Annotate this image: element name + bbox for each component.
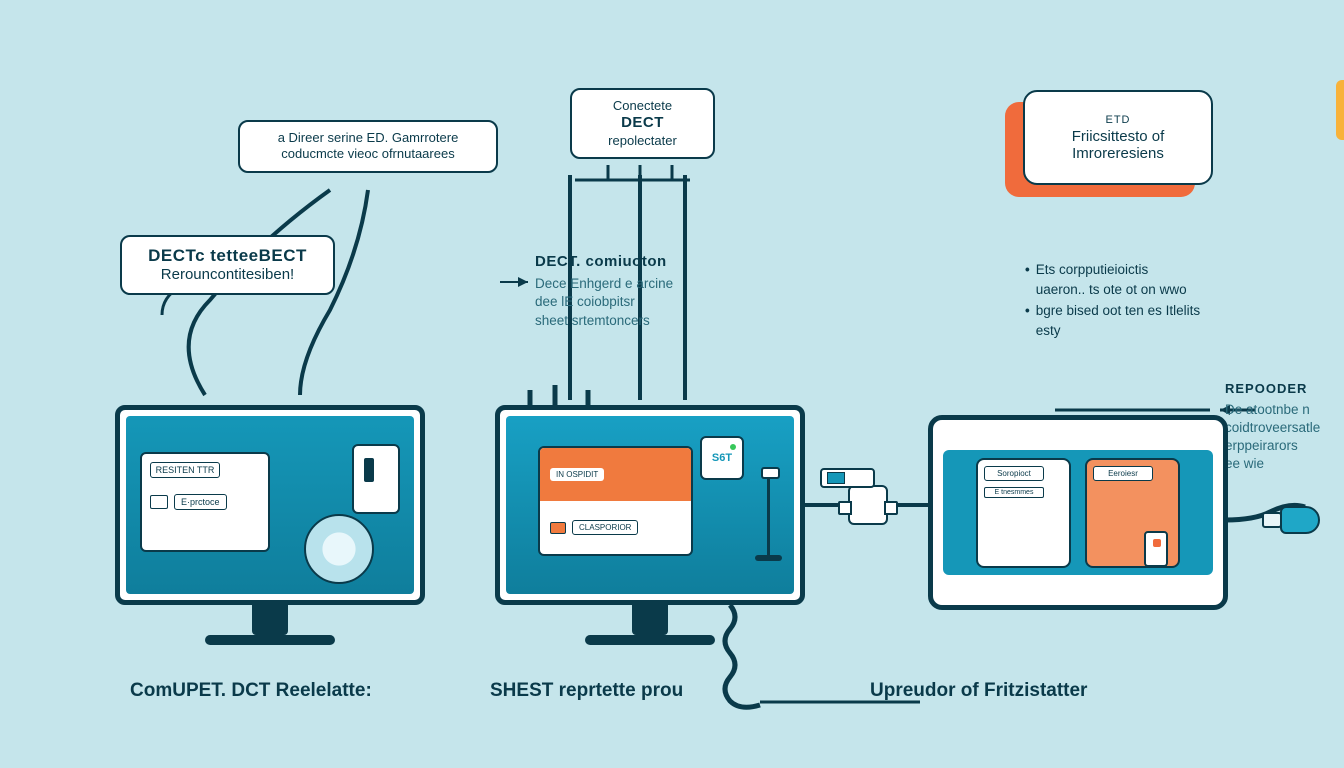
text: Rerouncontitesiben! <box>136 266 319 285</box>
text: erppeirarors <box>1225 437 1344 455</box>
card-label: E·prctoce <box>174 494 227 510</box>
fan-icon <box>304 514 374 584</box>
text: Dece Enhgerd e arcine <box>535 275 745 293</box>
monitor-center-screen: IN OSPIDIT CLASPORIOR S6T <box>506 416 794 594</box>
cable-joiner <box>848 485 888 525</box>
text: a Direer serine ED. Gamrrotere <box>254 130 482 146</box>
caption-right: Upreudor of Fritzistatter <box>870 680 1087 702</box>
text: ee wie <box>1225 455 1344 473</box>
caption-center: SHEST reprtette prou <box>490 680 683 702</box>
router-device: Soropioct E tnesmmes Eeroiesr <box>928 415 1228 610</box>
window-tag: IN OSPIDIT <box>550 468 604 481</box>
caption-left: ComUPET. DCT Reelelatte: <box>130 680 372 702</box>
text: Imroreresiens <box>1072 145 1164 162</box>
monitor-left-screen: RESITEN TTR E·prctoce <box>126 416 414 594</box>
bullet-text: bgre bised oot ten es Itlelits <box>1036 301 1200 321</box>
ui-card: RESITEN TTR E·prctoce <box>140 452 270 552</box>
icon-box <box>150 495 168 509</box>
connector-chip <box>827 472 845 484</box>
stand-pole-icon <box>767 471 770 561</box>
usb-connector-icon <box>1280 498 1340 542</box>
monitor-left: RESITEN TTR E·prctoce <box>115 405 425 645</box>
text: ETD <box>1106 114 1131 126</box>
card-header: Soropioct <box>984 466 1044 481</box>
window-tag: CLASPORIOR <box>572 520 638 535</box>
text: dee lE coiobpitsr <box>535 293 745 311</box>
text: DECT <box>586 114 699 133</box>
text: DECTc tetteeBECT <box>136 245 319 266</box>
folder-icon <box>550 522 566 534</box>
text: repolectater <box>586 133 699 149</box>
right-bullets: •Ets corpputieioictis •uaeron.. ts ote o… <box>1025 260 1285 341</box>
status-badge: S6T <box>700 436 744 480</box>
left-side-label-box: DECTc tetteeBECT Rerouncontitesiben! <box>120 235 335 295</box>
center-text-block: DECT. comiuoton Dece Enhgerd e arcine de… <box>535 252 745 330</box>
bubble-front: ETD Friicsittesto of Imroreresiens <box>1023 90 1213 185</box>
speech-bubble: ETD Friicsittesto of Imroreresiens <box>1015 92 1215 202</box>
text: sheet srtemtoncers <box>535 312 745 330</box>
bullet-text: Ets corpputieioictis <box>1036 260 1149 280</box>
device-card-right: Eeroiesr <box>1085 458 1180 568</box>
text: coducmcte vieoc ofrnutaarees <box>254 146 482 162</box>
heading: DECT. comiuoton <box>535 252 745 272</box>
bullet-text: esty <box>1036 321 1061 341</box>
text: Friicsittesto of <box>1072 128 1165 145</box>
heading: REPOODER <box>1225 380 1344 398</box>
text: coidtroveersatle <box>1225 419 1344 437</box>
repooder-block: REPOODER De atootnbe n coidtroveersatle … <box>1225 380 1344 473</box>
text: Conectete <box>586 98 699 114</box>
top-left-label-box: a Direer serine ED. Gamrrotere coducmcte… <box>238 120 498 173</box>
monitor-center: IN OSPIDIT CLASPORIOR S6T <box>495 405 805 645</box>
text: De atootnbe n <box>1225 401 1344 419</box>
switch-icon <box>1144 531 1168 567</box>
bullet-text: uaeron.. ts ote ot on wwo <box>1036 280 1187 300</box>
card-header: Eeroiesr <box>1093 466 1153 481</box>
top-center-label-box: Conectete DECT repolectater <box>570 88 715 159</box>
card-sub: E tnesmmes <box>984 487 1044 498</box>
card-header: RESITEN TTR <box>150 462 220 478</box>
device-card-left: Soropioct E tnesmmes <box>976 458 1071 568</box>
edge-accent <box>1336 80 1344 140</box>
plug-icon <box>352 444 400 514</box>
ui-window: IN OSPIDIT CLASPORIOR <box>538 446 693 556</box>
